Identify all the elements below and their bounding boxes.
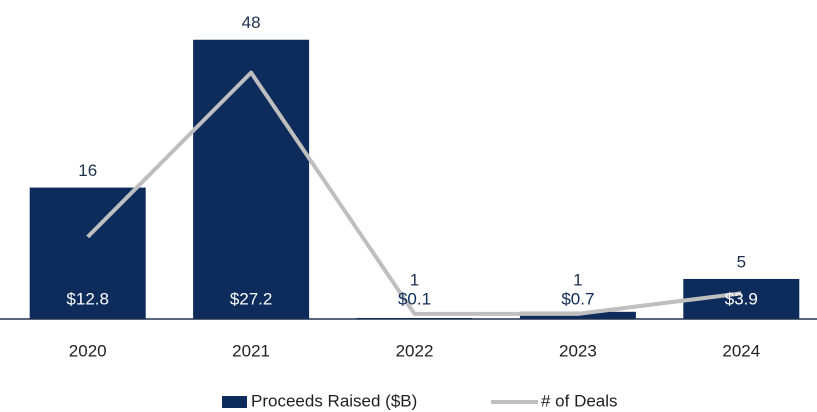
deal-count-label: 1 (410, 270, 419, 289)
legend-swatch (222, 396, 247, 408)
bar-value-label: $3.9 (725, 289, 758, 308)
deal-count-label: 48 (242, 13, 261, 32)
deal-count-label: 5 (737, 252, 746, 271)
x-tick-label: 2023 (559, 341, 597, 360)
x-tick-label: 2022 (396, 341, 434, 360)
bar (29, 187, 146, 319)
legend-label: # of Deals (541, 391, 618, 410)
x-tick-label: 2021 (232, 341, 270, 360)
deal-count-label: 1 (573, 270, 582, 289)
bar-value-label: $0.7 (561, 289, 594, 308)
bar-value-label: $12.8 (66, 289, 109, 308)
bar-value-label: $27.2 (230, 289, 273, 308)
deal-count-label: 16 (78, 161, 97, 180)
legend-label: Proceeds Raised ($B) (251, 391, 417, 410)
x-tick-label: 2020 (69, 341, 107, 360)
bar (193, 39, 310, 319)
deals-line (86, 70, 742, 316)
bar-value-label: $0.1 (398, 289, 431, 308)
x-tick-label: 2024 (722, 341, 760, 360)
